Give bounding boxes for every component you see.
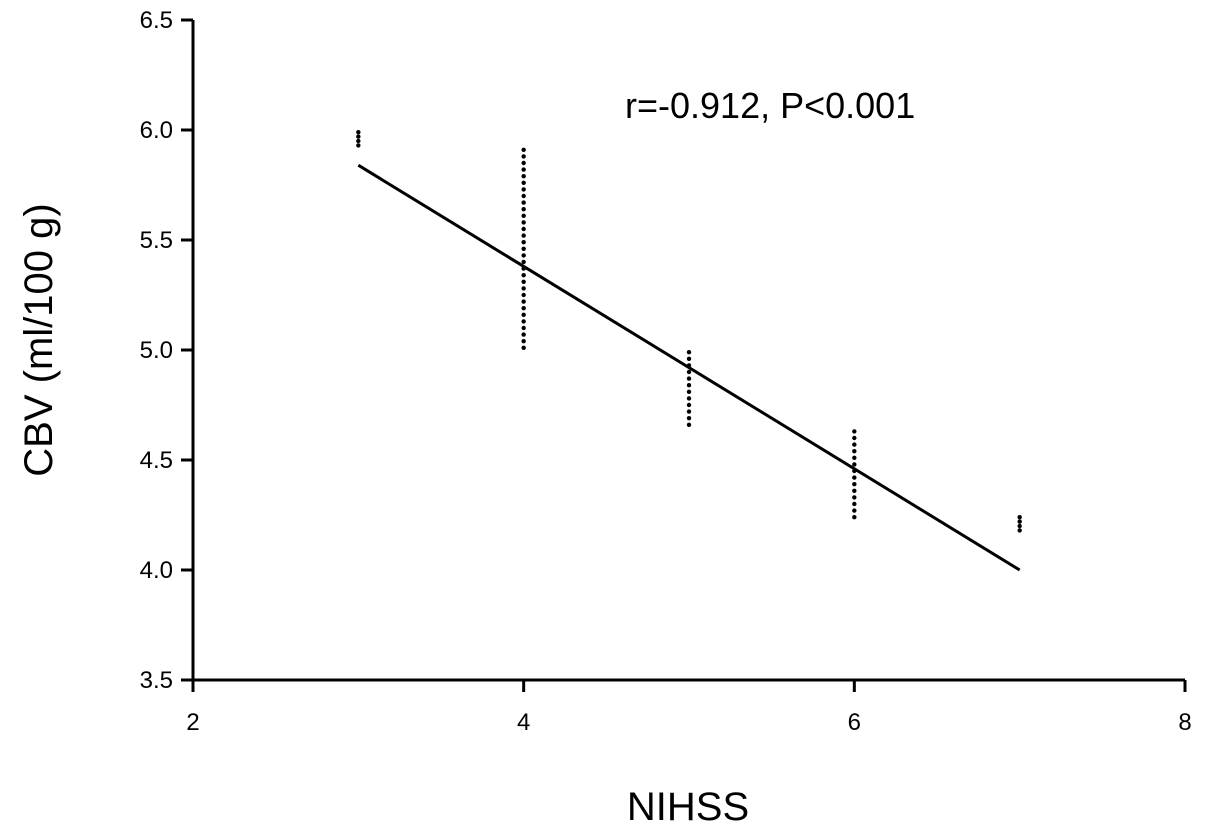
data-point [686, 350, 692, 355]
data-point [686, 356, 692, 361]
data-point [1017, 523, 1022, 529]
y-tick-label: 3.5 [140, 667, 173, 694]
data-point [521, 207, 526, 212]
data-point [686, 389, 692, 394]
x-tick-label: 2 [186, 709, 199, 736]
regression-line [357, 163, 1021, 572]
data-point [521, 325, 526, 331]
data-point [521, 319, 526, 324]
y-tick-label: 5.0 [140, 337, 173, 364]
data-point [852, 442, 857, 447]
data-point [521, 286, 526, 291]
data-point [521, 253, 526, 258]
data-point [521, 167, 526, 172]
data-point [852, 501, 857, 507]
data-point [521, 246, 526, 251]
data-point [521, 339, 526, 344]
data-point [1017, 519, 1022, 524]
data-point [521, 220, 526, 225]
data-point [852, 515, 857, 520]
data-point [521, 226, 526, 232]
data-point [852, 449, 857, 454]
data-point [852, 475, 857, 480]
y-tick-label: 4.0 [140, 557, 173, 584]
data-point [356, 130, 361, 135]
data-point [521, 345, 526, 350]
x-axis-title: NIHSS [627, 785, 749, 829]
data-point [521, 306, 526, 311]
data-point [686, 369, 692, 375]
data-point [521, 233, 526, 238]
data-point [521, 240, 526, 245]
y-axis-ticks: 3.5 4.0 4.5 5.0 5.5 6.0 6.5 [140, 7, 193, 694]
data-point [521, 193, 526, 199]
data-point [686, 402, 692, 408]
y-tick-label: 5.5 [140, 227, 173, 254]
data-point [521, 187, 526, 192]
data-point [1017, 515, 1022, 520]
data-point [521, 273, 526, 278]
plot-area [356, 130, 1022, 572]
data-point [686, 376, 692, 381]
x-tick-label: 8 [1178, 709, 1191, 736]
data-point [521, 180, 526, 185]
data-point [852, 488, 857, 493]
data-point [852, 482, 857, 487]
data-point [521, 292, 526, 298]
data-point [852, 495, 857, 500]
data-point [521, 279, 526, 284]
correlation-annotation: r=-0.912, P<0.001 [625, 85, 915, 126]
data-point [686, 422, 692, 427]
x-axis-ticks: 2 4 6 8 [186, 680, 1192, 736]
data-point [852, 435, 857, 441]
data-point [521, 147, 526, 152]
y-tick-label: 6.0 [140, 117, 173, 144]
data-point [356, 143, 361, 148]
data-point [852, 455, 857, 460]
x-tick-label: 4 [517, 709, 530, 736]
data-point [521, 160, 526, 166]
data-point [686, 416, 692, 421]
data-point [521, 299, 526, 304]
data-point [852, 462, 857, 467]
y-axis-title: CBV (ml/100 g) [17, 203, 61, 476]
y-tick-label: 6.5 [140, 7, 173, 34]
data-point [521, 213, 526, 218]
data-point [356, 138, 361, 144]
data-point [521, 154, 526, 159]
data-point [686, 409, 692, 414]
data-point [1017, 528, 1022, 533]
data-point [521, 200, 526, 205]
data-point [521, 174, 526, 179]
data-point [852, 508, 857, 513]
data-point [356, 134, 361, 139]
data-point [521, 312, 526, 317]
data-point [686, 383, 692, 388]
data-point [852, 429, 857, 434]
data-point [686, 396, 692, 401]
x-tick-label: 6 [848, 709, 861, 736]
data-point [521, 332, 526, 337]
y-tick-label: 4.5 [140, 447, 173, 474]
data-point [521, 259, 526, 265]
